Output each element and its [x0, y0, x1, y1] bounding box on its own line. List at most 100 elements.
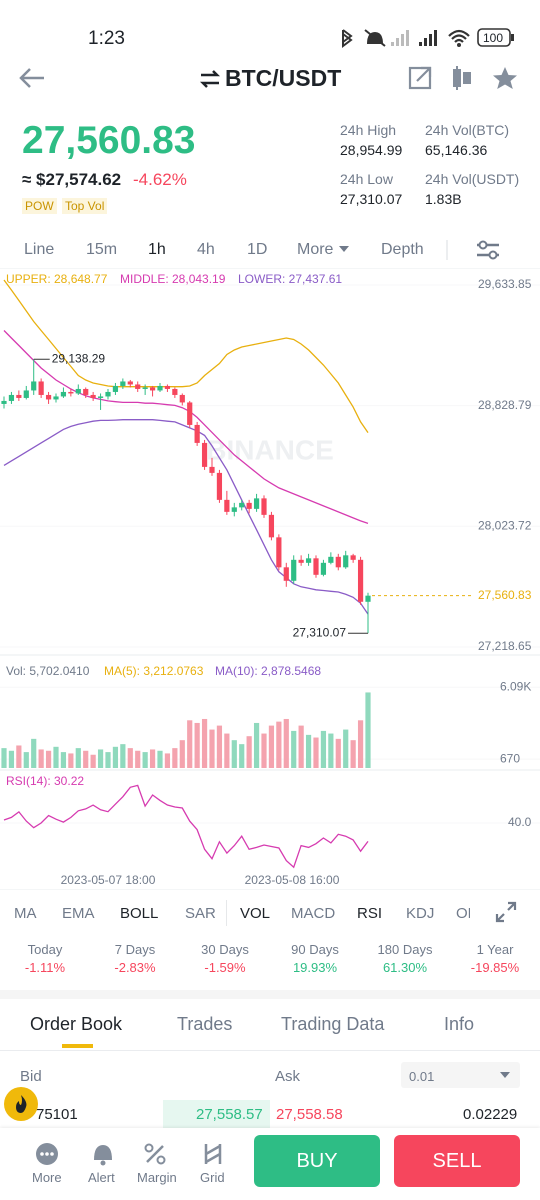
y-tick-label: 28,828.79 — [478, 398, 532, 412]
candle-body — [335, 556, 341, 568]
hot-button[interactable] — [2, 1085, 40, 1123]
bottom-label[interactable]: More — [32, 1170, 62, 1185]
buy-button[interactable]: BUY — [254, 1135, 380, 1187]
indicator-tab[interactable]: OBV — [456, 906, 470, 921]
tag[interactable]: Top Vol — [62, 198, 108, 214]
watermark: BINANCE — [206, 434, 334, 465]
x-axis-label: 2023-05-07 18:00 — [61, 873, 156, 887]
timeframe-tab[interactable]: 1h — [148, 241, 166, 258]
ask-price: 27,558.58 — [276, 1106, 343, 1123]
expand-button[interactable] — [494, 900, 518, 924]
volume-bar — [90, 754, 96, 768]
volume-bar — [16, 745, 22, 768]
indicator-tab[interactable]: MA — [14, 905, 37, 922]
volume-bar — [231, 740, 237, 768]
indicator-tab[interactable]: RSI — [357, 905, 383, 922]
sell-button[interactable]: SELL — [394, 1135, 520, 1187]
chart-group: 29,633.85 28,828.79 28,023.72 27,218.65 6.09… — [0, 268, 540, 890]
volume-bar — [335, 738, 341, 768]
timeframe-tab[interactable]: More — [297, 241, 334, 258]
y-tick-label: 28,023.72 — [478, 518, 532, 532]
bottom-label[interactable]: Alert — [88, 1170, 115, 1185]
volume-bar — [216, 725, 223, 768]
divider — [226, 900, 227, 926]
bid-depth — [163, 1100, 270, 1128]
dropdown-caret — [500, 1072, 510, 1078]
tab[interactable]: Trades — [177, 1014, 233, 1034]
period-label: 90 Days — [291, 942, 339, 957]
tab-indicator — [62, 1044, 93, 1048]
bottom-label[interactable]: Grid — [200, 1170, 225, 1185]
stat-label: 24h Low — [340, 171, 393, 187]
volume-bar — [135, 750, 141, 768]
volume-bar — [60, 752, 67, 768]
indicator-tab[interactable]: VOL — [240, 905, 271, 922]
stat-value: 27,310.07 — [340, 191, 403, 207]
volume-bar — [283, 718, 289, 768]
volume-bar — [268, 725, 275, 768]
candle-body — [90, 394, 96, 398]
tag[interactable]: POW — [22, 198, 57, 214]
period-value: -1.59% — [204, 960, 246, 975]
volume-bar — [1, 748, 7, 768]
volume-bar — [357, 720, 364, 768]
candle-body — [343, 555, 349, 568]
volume-bar — [172, 748, 178, 768]
volume-bar — [246, 736, 252, 768]
volume-bar — [194, 722, 200, 768]
indicator-tab[interactable]: BOLL — [120, 905, 159, 922]
timeframe-tab[interactable]: 1D — [247, 241, 268, 258]
volume-bar — [83, 750, 89, 768]
candle-body — [305, 558, 312, 563]
pair-title[interactable]: BTC/USDT — [225, 65, 342, 91]
precision-select[interactable] — [401, 1062, 520, 1088]
candle-body — [164, 385, 171, 389]
timeframe-tab[interactable]: 4h — [197, 241, 215, 258]
indicator-tab[interactable]: MACD — [291, 905, 336, 922]
candle-body — [8, 394, 15, 401]
usd-price: ≈ $27,574.62 — [22, 170, 122, 189]
tab[interactable]: Info — [444, 1014, 475, 1034]
swap-icon — [199, 70, 221, 88]
chart-settings[interactable] — [445, 236, 505, 264]
candle-body — [276, 537, 282, 568]
bottom-icons[interactable] — [30, 1140, 240, 1168]
volume-bar — [97, 749, 104, 768]
boll-lower — [3, 419, 369, 615]
stat-value: 65,146.36 — [425, 142, 488, 158]
tab[interactable]: Trading Data — [281, 1014, 385, 1034]
timeframe-tab[interactable]: Line — [24, 241, 55, 258]
back-button[interactable] — [18, 66, 48, 90]
candle-body — [83, 388, 89, 395]
stat-value: 28,954.99 — [340, 142, 403, 158]
timeframe-tab[interactable]: 15m — [86, 241, 118, 258]
candle-body — [172, 388, 178, 395]
tab[interactable]: Order Book — [30, 1014, 123, 1034]
period-label: 1 Year — [476, 942, 514, 957]
boll-upper — [3, 279, 369, 433]
candle-body — [149, 387, 156, 391]
bottom-label[interactable]: Margin — [137, 1170, 177, 1185]
candle-body — [127, 381, 133, 385]
volume-bar — [253, 722, 260, 768]
section-separator — [0, 990, 540, 999]
candle-body — [261, 498, 267, 515]
volume-bar — [105, 752, 111, 768]
volume-bar — [305, 734, 312, 768]
indicator-tab[interactable]: EMA — [62, 905, 95, 922]
candle-body — [135, 384, 141, 389]
candle-body — [320, 562, 327, 575]
candle-body — [365, 595, 371, 602]
volume-bar — [224, 733, 230, 768]
battery-level: 100 — [482, 31, 504, 45]
indicator-tab[interactable]: SAR — [185, 905, 216, 922]
indicator-label: MIDDLE: 28,043.19 — [120, 272, 226, 286]
volume-bar — [142, 752, 148, 768]
status-time: 1:23 — [88, 28, 125, 49]
x-axis-label: 2023-05-08 16:00 — [245, 873, 340, 887]
period-label: 30 Days — [201, 942, 249, 957]
indicator-tab[interactable]: KDJ — [406, 905, 435, 922]
header-actions[interactable] — [405, 64, 525, 92]
timeframe-tab[interactable]: Depth — [381, 241, 424, 258]
